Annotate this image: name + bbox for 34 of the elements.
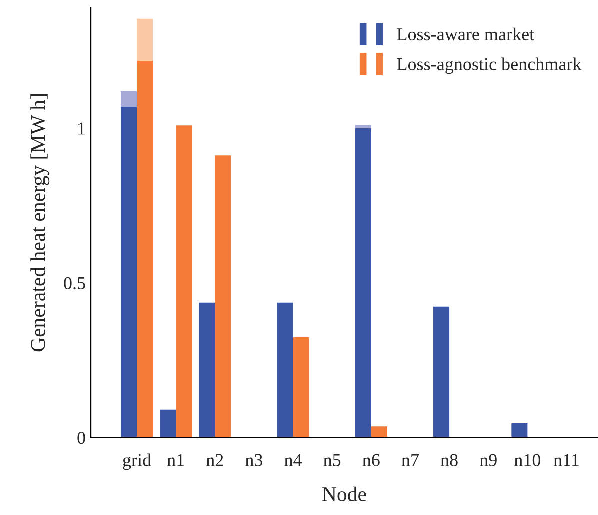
legend-label: Loss-aware market	[397, 28, 534, 41]
bar	[371, 426, 388, 438]
bar	[120, 106, 137, 438]
x-tick-label: n10	[514, 454, 541, 466]
bar	[293, 338, 310, 438]
bar	[136, 60, 154, 438]
x-tick-label: n7	[402, 454, 419, 466]
bar	[176, 126, 192, 438]
y-tick-label: 1	[78, 122, 85, 135]
x-tick-label: n8	[440, 454, 458, 466]
x-tick-label: n1	[167, 454, 184, 466]
bar	[434, 306, 450, 438]
x-tick-label: n4	[284, 454, 302, 466]
x-tick-label: n11	[554, 454, 579, 466]
y-axis-title: Generated heat energy [MW h]	[30, 94, 50, 352]
bar	[355, 125, 372, 128]
bar	[136, 18, 154, 61]
y-tick-label: 0.5	[64, 277, 86, 290]
bar	[355, 128, 372, 438]
x-tick-label: n9	[480, 454, 497, 466]
x-tick-label: n5	[324, 454, 341, 466]
x-tick-label: n3	[246, 454, 263, 466]
x-axis-title: Node	[322, 486, 366, 502]
x-tick-label: grid	[123, 454, 152, 470]
bar	[160, 410, 176, 438]
y-tick-label: 0	[78, 432, 86, 444]
x-tick-label: n6	[362, 454, 380, 466]
bar	[120, 91, 137, 107]
bar	[277, 302, 294, 438]
bar	[512, 424, 528, 438]
legend-label: Loss-agnostic benchmark	[397, 58, 582, 74]
bar	[199, 302, 216, 438]
x-tick-label: n2	[206, 454, 224, 466]
bar	[215, 156, 232, 438]
